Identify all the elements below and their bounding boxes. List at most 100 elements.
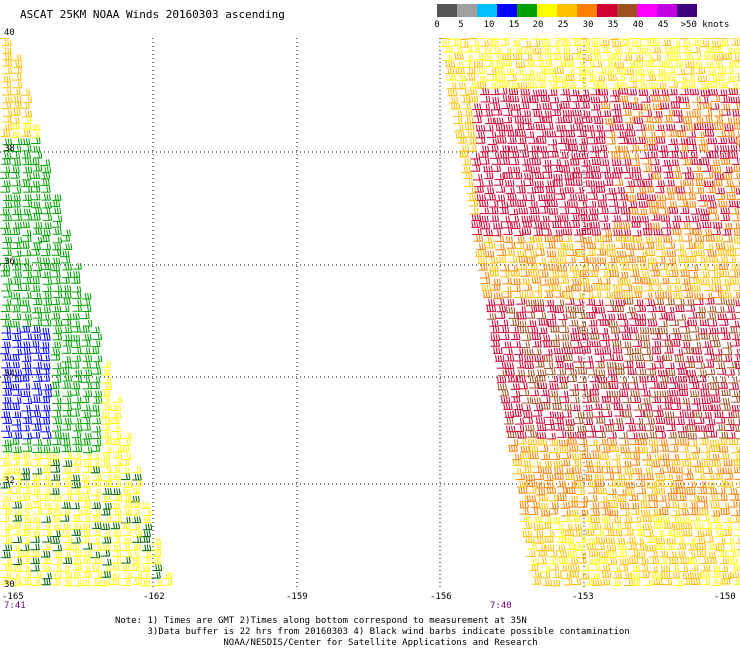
- wind-barb: [474, 180, 484, 187]
- wind-barb: [92, 579, 102, 587]
- wind-barb: [585, 186, 596, 194]
- wind-barb: [122, 432, 132, 440]
- wind-barb: [628, 312, 639, 320]
- wind-barb: [10, 320, 20, 328]
- wind-barb: [538, 318, 548, 326]
- wind-barb: [736, 67, 740, 75]
- wind-barb: [609, 145, 620, 153]
- wind-barb: [590, 88, 600, 96]
- wind-barb: [554, 361, 564, 369]
- wind-barb: [594, 529, 605, 536]
- wind-barb: [622, 159, 632, 166]
- wind-barb: [733, 578, 740, 585]
- wind-barb: [551, 397, 562, 404]
- wind-barb: [524, 355, 534, 363]
- wind-barb: [704, 61, 715, 69]
- wind-barb: [548, 439, 559, 446]
- wind-barb: [596, 248, 607, 256]
- wind-barb: [671, 54, 682, 61]
- wind-barb: [652, 453, 662, 461]
- wind-barb: [731, 453, 740, 461]
- wind-barb: [669, 438, 680, 446]
- wind-barb: [558, 439, 569, 447]
- wind-barb: [682, 284, 692, 291]
- wind-barb: [539, 151, 550, 159]
- wind-barb: [595, 355, 605, 362]
- wind-barb: [716, 67, 726, 75]
- wind-barb: [82, 292, 92, 300]
- wind-barb: [10, 228, 21, 235]
- wind-barb: [503, 403, 513, 410]
- wind-barb: [695, 131, 705, 139]
- wind-barb: [41, 466, 51, 474]
- wind-barb: [528, 145, 539, 153]
- wind-barb: [601, 347, 612, 355]
- wind-barb: [564, 529, 575, 537]
- wind-barb: [650, 460, 661, 468]
- wind-barb: [559, 446, 569, 454]
- wind-barb: [646, 194, 657, 201]
- wind-barb: [72, 550, 82, 557]
- wind-barb: [517, 194, 528, 201]
- wind-barb: [676, 487, 686, 495]
- wind-barb: [502, 116, 513, 124]
- wind-barb: [638, 201, 649, 208]
- wind-barb: [487, 313, 497, 320]
- wind-barb: [718, 565, 729, 573]
- wind-barb: [540, 215, 550, 223]
- wind-barb: [40, 374, 51, 382]
- wind-barb: [601, 222, 611, 230]
- wind-barb: [583, 418, 594, 426]
- wind-barb: [589, 558, 599, 565]
- wind-barb: [453, 61, 464, 69]
- wind-barb: [517, 312, 527, 320]
- wind-barb: [600, 39, 610, 47]
- wind-barb: [473, 173, 483, 181]
- wind-barb: [542, 110, 552, 118]
- wind-barb: [665, 362, 675, 369]
- wind-barb: [635, 68, 645, 76]
- wind-barb: [505, 187, 515, 194]
- wind-barb: [544, 530, 555, 537]
- wind-barb: [697, 75, 708, 83]
- wind-barb: [10, 361, 20, 369]
- wind-barb: [501, 102, 511, 110]
- wind-barb: [2, 201, 13, 209]
- wind-barb: [20, 557, 30, 565]
- wind-barb: [516, 480, 527, 488]
- wind-barb: [31, 396, 41, 403]
- wind-barb: [557, 431, 567, 438]
- wind-barb: [505, 369, 515, 376]
- wind-barb: [474, 186, 484, 193]
- wind-barb: [500, 158, 511, 165]
- wind-barb: [658, 439, 668, 446]
- wind-barb: [686, 425, 697, 433]
- wind-barb: [496, 74, 506, 82]
- wind-barb: [696, 306, 706, 314]
- wind-barb: [52, 544, 63, 552]
- wind-barb: [643, 467, 654, 475]
- wind-barb: [731, 333, 740, 341]
- wind-barb: [558, 137, 568, 145]
- wind-barb: [680, 557, 690, 565]
- wind-barb: [630, 508, 640, 515]
- wind-barb: [645, 60, 655, 68]
- wind-barb: [528, 326, 539, 334]
- wind-barb: [660, 501, 670, 509]
- wind-barb: [638, 89, 649, 96]
- wind-barb: [669, 145, 679, 152]
- wind-barb: [20, 284, 30, 291]
- wind-barb: [704, 348, 714, 355]
- wind-barb: [671, 165, 681, 173]
- wind-barb: [1, 284, 11, 292]
- wind-barb: [2, 236, 13, 244]
- wind-barb: [610, 89, 620, 97]
- wind-barb: [448, 96, 459, 104]
- wind-barb: [575, 361, 585, 369]
- wind-barb: [528, 201, 538, 208]
- wind-barb: [580, 214, 591, 222]
- wind-barb: [543, 340, 553, 348]
- wind-barb: [554, 473, 564, 480]
- wind-barb: [674, 411, 685, 418]
- wind-barb: [683, 347, 693, 354]
